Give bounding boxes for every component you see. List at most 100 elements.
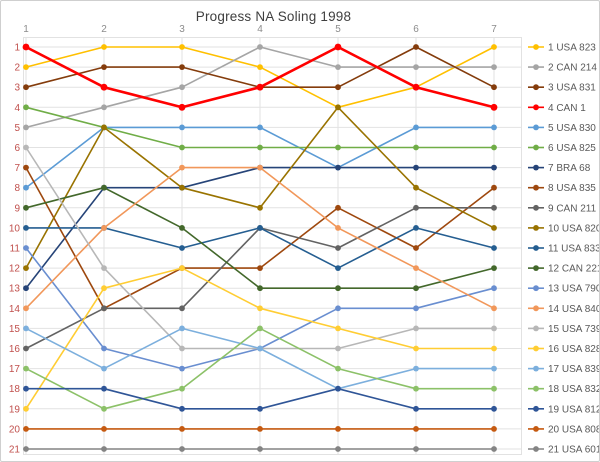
y-tick-label: 5 — [14, 123, 20, 134]
data-point-1-USA-823-race-7 — [491, 44, 497, 50]
legend-item: 18 USA 832 — [528, 384, 599, 395]
data-point-14-USA-840-race-3 — [179, 164, 185, 171]
data-point-12-CAN-221-race-6 — [413, 285, 419, 292]
x-tick-label: 1 — [23, 24, 29, 35]
data-point-9-CAN-211-race-7 — [491, 204, 497, 211]
data-point-14-USA-840-race-2 — [101, 225, 107, 231]
data-point-7-BRA-68-race-7 — [491, 164, 497, 171]
legend-marker-dot — [533, 325, 539, 332]
data-point-1-USA-823-race-1 — [23, 64, 29, 70]
y-tick-label: 17 — [9, 364, 21, 375]
data-point-2-CAN-214-race-3 — [179, 84, 185, 91]
data-point-15-USA-739-race-2 — [101, 265, 107, 271]
legend-marker-dot — [533, 245, 539, 251]
data-point-10-USA-820-race-2 — [101, 124, 107, 131]
data-point-19-USA-812-race-7 — [491, 405, 497, 412]
data-point-15-USA-739-race-1 — [23, 144, 29, 151]
data-point-11-USA-833-race-3 — [179, 245, 185, 251]
data-point-7-BRA-68-race-6 — [413, 164, 419, 171]
legend-label: 3 USA 831 — [548, 83, 596, 94]
data-point-16-USA-828-race-3 — [179, 265, 185, 271]
data-point-2-CAN-214-race-7 — [491, 64, 497, 70]
data-point-8-USA-835-race-6 — [413, 245, 419, 251]
data-point-8-USA-835-race-1 — [23, 164, 29, 171]
legend-item: 7 BRA 68 — [528, 163, 591, 174]
data-point-19-USA-812-race-6 — [413, 405, 419, 412]
legend-label: 8 USA 835 — [548, 183, 596, 194]
legend-marker-dot — [533, 265, 539, 271]
legend-label: 10 USA 820 — [548, 223, 599, 234]
data-point-10-USA-820-race-7 — [491, 225, 497, 231]
y-tick-label: 21 — [9, 445, 21, 456]
legend-item: 5 USA 830 — [528, 123, 596, 134]
data-point-13-USA-790-race-5 — [335, 305, 341, 312]
legend-marker-dot — [533, 44, 539, 50]
legend-marker-dot — [533, 365, 539, 372]
legend-label: 15 USA 739 — [548, 324, 599, 335]
data-point-20-USA-808-race-4 — [257, 426, 263, 432]
data-point-16-USA-828-race-4 — [257, 305, 263, 312]
legend-item: 20 USA 808 — [528, 424, 599, 435]
x-tick-label: 6 — [413, 24, 419, 35]
data-point-12-CAN-221-race-2 — [101, 184, 107, 191]
data-point-21-USA-601-race-3 — [179, 446, 185, 452]
data-point-15-USA-739-race-7 — [491, 325, 497, 332]
legend-item: 13 USA 790 — [528, 284, 599, 295]
data-point-18-USA-832-race-6 — [413, 385, 419, 392]
data-point-7-BRA-68-race-1 — [23, 285, 29, 292]
legend-item: 15 USA 739 — [528, 324, 599, 335]
legend-label: 13 USA 790 — [548, 284, 599, 295]
data-point-12-CAN-221-race-1 — [23, 204, 29, 211]
data-point-14-USA-840-race-5 — [335, 225, 341, 231]
data-point-2-CAN-214-race-2 — [101, 104, 107, 111]
data-point-9-CAN-211-race-1 — [23, 345, 29, 352]
x-tick-label: 3 — [179, 24, 185, 35]
data-point-6-USA-825-race-3 — [179, 144, 185, 151]
legend-label: 21 USA 601 — [548, 445, 599, 456]
data-point-10-USA-820-race-4 — [257, 204, 263, 211]
data-point-19-USA-812-race-3 — [179, 405, 185, 412]
x-tick-label: 2 — [101, 24, 107, 35]
legend-label: 11 USA 833 — [548, 244, 599, 255]
data-point-13-USA-790-race-1 — [23, 245, 29, 251]
legend-label: 1 USA 823 — [548, 43, 596, 54]
legend-marker-dot — [533, 446, 539, 452]
data-point-17-USA-839-race-4 — [257, 345, 263, 352]
y-tick-label: 4 — [14, 103, 20, 114]
legend-marker-dot — [533, 405, 539, 412]
legend-item: 6 USA 825 — [528, 143, 596, 154]
legend-item: 9 CAN 211 — [528, 203, 597, 214]
data-point-13-USA-790-race-3 — [179, 365, 185, 372]
legend-label: 19 USA 812 — [548, 404, 599, 415]
legend-label: 7 BRA 68 — [548, 163, 591, 174]
y-tick-label: 14 — [9, 304, 21, 315]
data-point-9-CAN-211-race-6 — [413, 204, 419, 211]
legend-item: 1 USA 823 — [528, 43, 596, 54]
legend-label: 9 CAN 211 — [548, 203, 597, 214]
data-point-15-USA-739-race-5 — [335, 345, 341, 352]
y-tick-label: 11 — [10, 244, 21, 255]
data-point-3-USA-831-race-5 — [335, 84, 341, 91]
legend-marker-dot — [533, 64, 539, 70]
data-point-20-USA-808-race-5 — [335, 426, 341, 432]
data-point-14-USA-840-race-4 — [257, 164, 263, 171]
legend-label: 6 USA 825 — [548, 143, 596, 154]
chart-title: Progress NA Soling 1998 — [195, 9, 352, 24]
legend-label: 2 CAN 214 — [548, 63, 597, 74]
legend-marker-dot — [533, 426, 539, 432]
data-point-8-USA-835-race-7 — [491, 184, 497, 191]
y-tick-label: 10 — [9, 223, 21, 234]
data-point-16-USA-828-race-1 — [23, 405, 29, 412]
data-point-18-USA-832-race-3 — [179, 385, 185, 392]
y-tick-label: 9 — [14, 203, 20, 214]
data-point-15-USA-739-race-6 — [413, 325, 419, 332]
data-point-1-USA-823-race-4 — [257, 64, 263, 70]
data-point-21-USA-601-race-1 — [23, 446, 29, 452]
legend-marker-dot — [533, 164, 539, 171]
data-point-14-USA-840-race-7 — [491, 305, 497, 312]
data-point-17-USA-839-race-6 — [413, 365, 419, 372]
data-point-3-USA-831-race-7 — [491, 84, 497, 91]
data-point-18-USA-832-race-2 — [101, 405, 107, 412]
data-point-21-USA-601-race-7 — [491, 446, 497, 452]
